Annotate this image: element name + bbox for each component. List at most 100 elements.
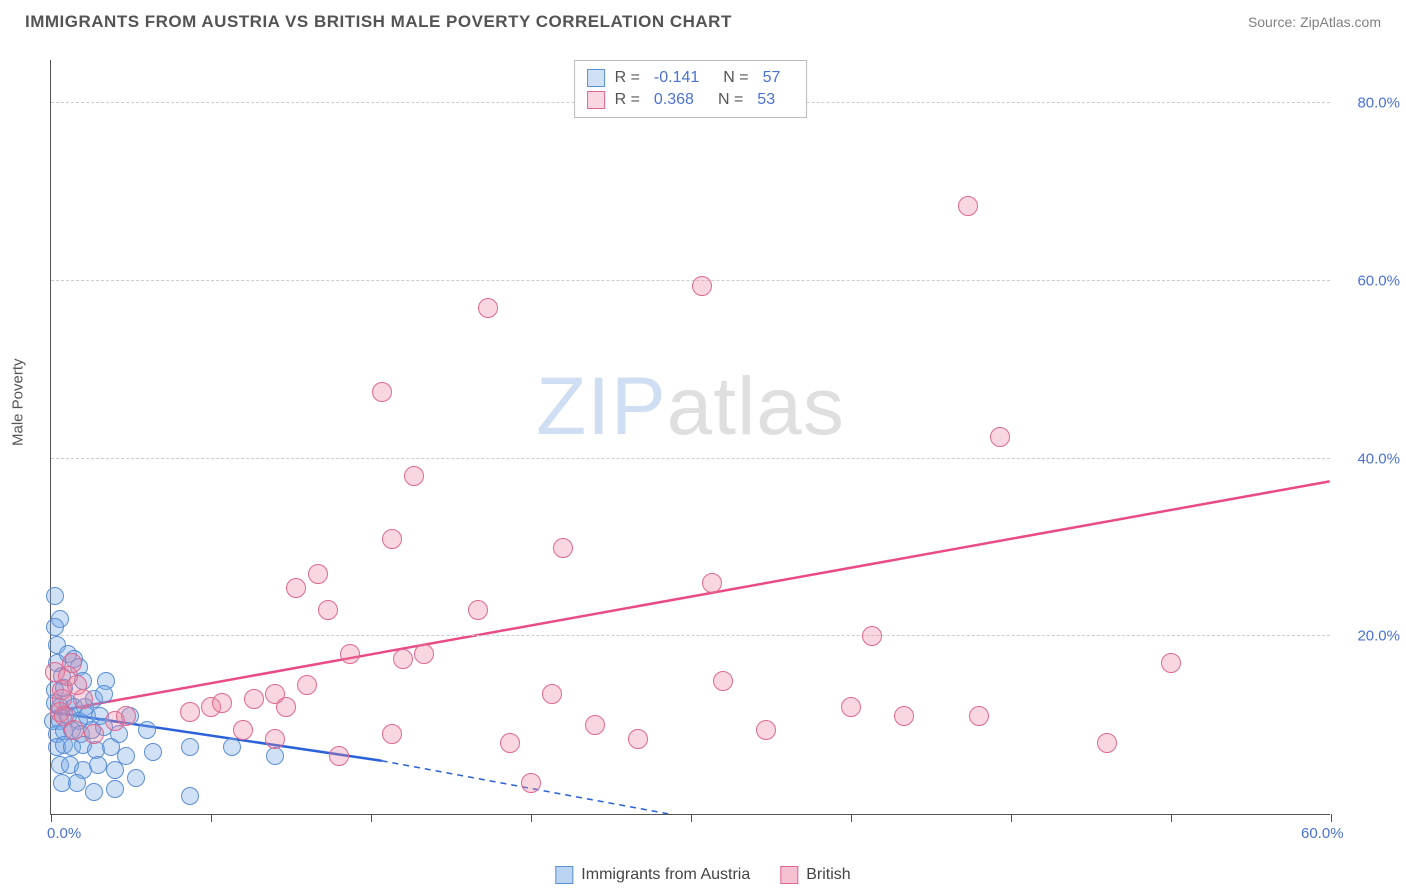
source-label: Source: <box>1248 14 1300 30</box>
x-tick-label: 60.0% <box>1301 825 1344 842</box>
british-point <box>372 382 392 402</box>
chart-title: IMMIGRANTS FROM AUSTRIA VS BRITISH MALE … <box>25 12 732 32</box>
british-point <box>862 626 882 646</box>
x-tick <box>1011 814 1012 822</box>
source-attribution: Source: ZipAtlas.com <box>1248 14 1381 30</box>
austria-point <box>95 685 113 703</box>
series-legend: Immigrants from Austria British <box>555 866 850 884</box>
x-tick-label: 0.0% <box>47 825 81 842</box>
n-value-british: 53 <box>757 91 775 109</box>
r-value-british: 0.368 <box>654 91 694 109</box>
legend-label-british: British <box>806 866 850 884</box>
british-point <box>1161 653 1181 673</box>
legend-label-austria: Immigrants from Austria <box>581 866 750 884</box>
british-point <box>233 720 253 740</box>
british-point <box>265 729 285 749</box>
source-name: ZipAtlas.com <box>1300 14 1381 30</box>
y-tick-label: 40.0% <box>1340 450 1400 467</box>
x-tick <box>1331 814 1332 822</box>
gridline <box>51 635 1330 636</box>
correlation-legend: R = -0.141 N = 57 R = 0.368 N = 53 <box>574 60 808 118</box>
british-point <box>62 653 82 673</box>
y-tick-label: 20.0% <box>1340 628 1400 645</box>
british-point <box>521 773 541 793</box>
british-point <box>276 697 296 717</box>
x-tick <box>531 814 532 822</box>
british-point <box>841 697 861 717</box>
british-point <box>212 693 232 713</box>
austria-point <box>106 761 124 779</box>
british-point <box>692 276 712 296</box>
british-point <box>308 564 328 584</box>
british-point <box>414 644 434 664</box>
n-value-austria: 57 <box>763 69 781 87</box>
y-axis-label: Male Poverty <box>10 358 27 446</box>
legend-item-british: British <box>780 866 850 884</box>
british-point <box>393 649 413 669</box>
x-tick <box>1171 814 1172 822</box>
british-point <box>468 600 488 620</box>
british-point <box>297 675 317 695</box>
british-point <box>478 298 498 318</box>
x-tick <box>211 814 212 822</box>
british-point <box>702 573 722 593</box>
austria-point <box>266 747 284 765</box>
british-point <box>553 538 573 558</box>
austria-point <box>181 738 199 756</box>
british-point <box>340 644 360 664</box>
british-point <box>318 600 338 620</box>
austria-point <box>68 774 86 792</box>
swatch-british-icon <box>780 866 798 884</box>
watermark-zip: ZIP <box>536 361 667 452</box>
british-point <box>756 720 776 740</box>
legend-row-british: R = 0.368 N = 53 <box>587 89 795 111</box>
y-tick-label: 60.0% <box>1340 273 1400 290</box>
british-point <box>64 720 84 740</box>
r-label: R = <box>615 69 640 87</box>
header: IMMIGRANTS FROM AUSTRIA VS BRITISH MALE … <box>0 0 1406 40</box>
legend-item-austria: Immigrants from Austria <box>555 866 750 884</box>
british-point <box>116 706 136 726</box>
british-point <box>180 702 200 722</box>
x-tick <box>51 814 52 822</box>
n-label: N = <box>718 91 743 109</box>
austria-point <box>181 787 199 805</box>
austria-point <box>89 756 107 774</box>
x-tick <box>851 814 852 822</box>
austria-point <box>138 721 156 739</box>
british-point <box>382 724 402 744</box>
austria-point <box>85 783 103 801</box>
swatch-austria-icon <box>555 866 573 884</box>
austria-point <box>127 769 145 787</box>
gridline <box>51 280 1330 281</box>
british-point <box>990 427 1010 447</box>
gridline <box>51 458 1330 459</box>
british-point <box>382 529 402 549</box>
british-point <box>286 578 306 598</box>
swatch-austria <box>587 69 605 87</box>
watermark-atlas: atlas <box>667 361 845 452</box>
austria-point <box>223 738 241 756</box>
british-point <box>84 724 104 744</box>
british-point <box>542 684 562 704</box>
british-point <box>1097 733 1117 753</box>
austria-point <box>144 743 162 761</box>
r-value-austria: -0.141 <box>654 69 699 87</box>
austria-point <box>46 587 64 605</box>
y-tick-label: 80.0% <box>1340 95 1400 112</box>
british-point <box>585 715 605 735</box>
n-label: N = <box>723 69 748 87</box>
austria-point <box>46 618 64 636</box>
trend-lines <box>51 60 1330 814</box>
british-point <box>894 706 914 726</box>
british-point <box>500 733 520 753</box>
watermark: ZIPatlas <box>536 360 845 454</box>
x-tick <box>691 814 692 822</box>
british-trendline <box>51 481 1329 712</box>
british-point <box>713 671 733 691</box>
x-tick <box>371 814 372 822</box>
british-point <box>404 466 424 486</box>
british-point <box>958 196 978 216</box>
legend-row-austria: R = -0.141 N = 57 <box>587 67 795 89</box>
british-point <box>244 689 264 709</box>
